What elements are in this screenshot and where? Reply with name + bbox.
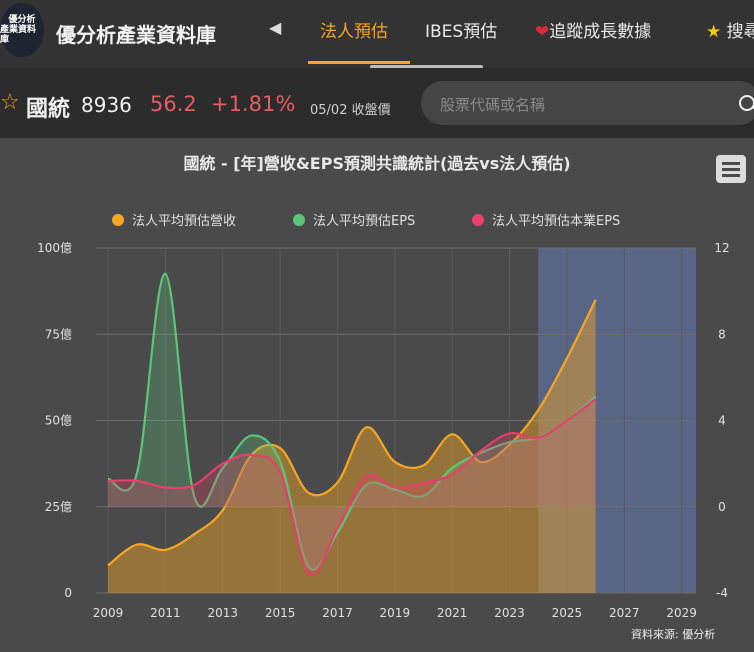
series-area-2 bbox=[108, 398, 596, 576]
legend-item-revenue[interactable]: 法人平均預估營收 bbox=[112, 210, 236, 229]
chart-panel: 0 25億 50億 75億 100億 -4 0 4 8 12 2009 2011 2013 2015 201… bbox=[0, 138, 754, 652]
x-tick-label: 2025 bbox=[552, 606, 583, 620]
stock-name: 國統 bbox=[26, 97, 71, 122]
chart-svg: 0 25億 50億 75億 100億 -4 0 4 8 12 2009 2011 2013 2015 201… bbox=[37, 241, 730, 620]
menu-bar bbox=[722, 168, 740, 171]
x-tick-label: 2017 bbox=[322, 606, 353, 620]
series-area-1 bbox=[108, 273, 596, 570]
tab-ibes-forecast[interactable]: IBES預估 bbox=[425, 17, 497, 42]
legend-label: 法人平均預估營收 bbox=[132, 214, 237, 229]
y-left-tick-label: 25億 bbox=[45, 500, 72, 514]
x-tick-label: 2029 bbox=[666, 606, 697, 620]
y-right-tick-label: 8 bbox=[718, 327, 726, 341]
series-area-0 bbox=[108, 299, 596, 593]
favorite-star-icon[interactable]: ☆ bbox=[0, 90, 20, 115]
y-right-tick-label: 12 bbox=[714, 241, 729, 255]
tab-label: 搜尋 bbox=[726, 22, 754, 42]
tab-analyst-forecast[interactable]: 法人預估 bbox=[320, 17, 388, 42]
star-icon: ★ bbox=[706, 22, 722, 42]
stock-code: 8936 bbox=[81, 93, 132, 117]
stock-quote-bar: ☆ 國統 8936 56.2 +1.81% 05/02 收盤價 股票代碼或名稱 bbox=[0, 68, 754, 138]
x-tick-label: 2021 bbox=[437, 606, 468, 620]
legend-dot bbox=[293, 213, 305, 226]
brand-logo[interactable]: 優分析 產業資料庫 bbox=[0, 3, 44, 57]
x-tick-label: 2009 bbox=[93, 606, 124, 620]
legend-label: 法人平均預估EPS bbox=[313, 214, 416, 229]
tab-label: 追蹤成長數據 bbox=[549, 22, 652, 42]
chart-title: 國統 - [年]營收&EPS預測共識統計(過去vs法人預估) bbox=[183, 154, 571, 173]
heart-icon: ❤ bbox=[535, 22, 550, 42]
search-box[interactable]: 股票代碼或名稱 bbox=[421, 81, 754, 125]
tabs-scrollbar[interactable] bbox=[370, 65, 483, 69]
chart-menu-icon[interactable] bbox=[716, 155, 746, 183]
data-source: 資料來源: 優分析 bbox=[631, 628, 716, 641]
active-tab-indicator bbox=[308, 61, 410, 64]
stock-price: 56.2 bbox=[150, 92, 197, 116]
x-tick-label: 2019 bbox=[380, 606, 411, 620]
x-tick-label: 2011 bbox=[150, 606, 181, 620]
y-right-tick-label: -4 bbox=[716, 586, 728, 600]
close-date-label: 05/02 收盤價 bbox=[310, 103, 391, 118]
tab-label: 法人預估 bbox=[320, 22, 388, 42]
legend-dot bbox=[472, 213, 484, 226]
nav-prev-arrow-icon[interactable]: ◀ bbox=[269, 18, 282, 37]
series-line-2 bbox=[107, 398, 597, 577]
menu-bar bbox=[722, 162, 740, 165]
legend-item-core-eps[interactable]: 法人平均預估本業EPS bbox=[472, 210, 620, 229]
menu-bar bbox=[722, 174, 740, 177]
logo-line-1: 優分析 bbox=[8, 15, 36, 25]
y-left-tick-label: 75億 bbox=[45, 327, 72, 341]
y-left-tick-label: 100億 bbox=[37, 241, 72, 255]
top-nav: 優分析 產業資料庫 優分析產業資料庫 ◀ 法人預估 IBES預估 ❤追蹤成長數據… bbox=[0, 0, 754, 69]
y-right-tick-label: 4 bbox=[718, 414, 726, 428]
y-left-tick-label: 50億 bbox=[45, 414, 72, 428]
brand-title[interactable]: 優分析產業資料庫 bbox=[56, 23, 216, 47]
x-tick-label: 2027 bbox=[609, 606, 640, 620]
x-tick-label: 2023 bbox=[494, 606, 525, 620]
legend-label: 法人平均預估本業EPS bbox=[492, 214, 621, 229]
legend-item-eps[interactable]: 法人平均預估EPS bbox=[293, 210, 415, 229]
search-icon[interactable] bbox=[739, 95, 754, 111]
x-tick-label: 2015 bbox=[265, 606, 296, 620]
x-tick-label: 2013 bbox=[207, 606, 238, 620]
logo-line-2: 產業資料庫 bbox=[0, 25, 37, 45]
tab-label: IBES預估 bbox=[425, 22, 498, 42]
legend-dot bbox=[112, 213, 124, 226]
tab-track-growth[interactable]: ❤追蹤成長數據 bbox=[535, 17, 651, 42]
tab-search[interactable]: ★ 搜尋 bbox=[706, 17, 754, 42]
search-placeholder[interactable]: 股票代碼或名稱 bbox=[440, 96, 546, 114]
y-left-tick-label: 0 bbox=[64, 586, 72, 600]
stock-change: +1.81% bbox=[211, 92, 296, 116]
y-right-tick-label: 0 bbox=[718, 500, 726, 514]
